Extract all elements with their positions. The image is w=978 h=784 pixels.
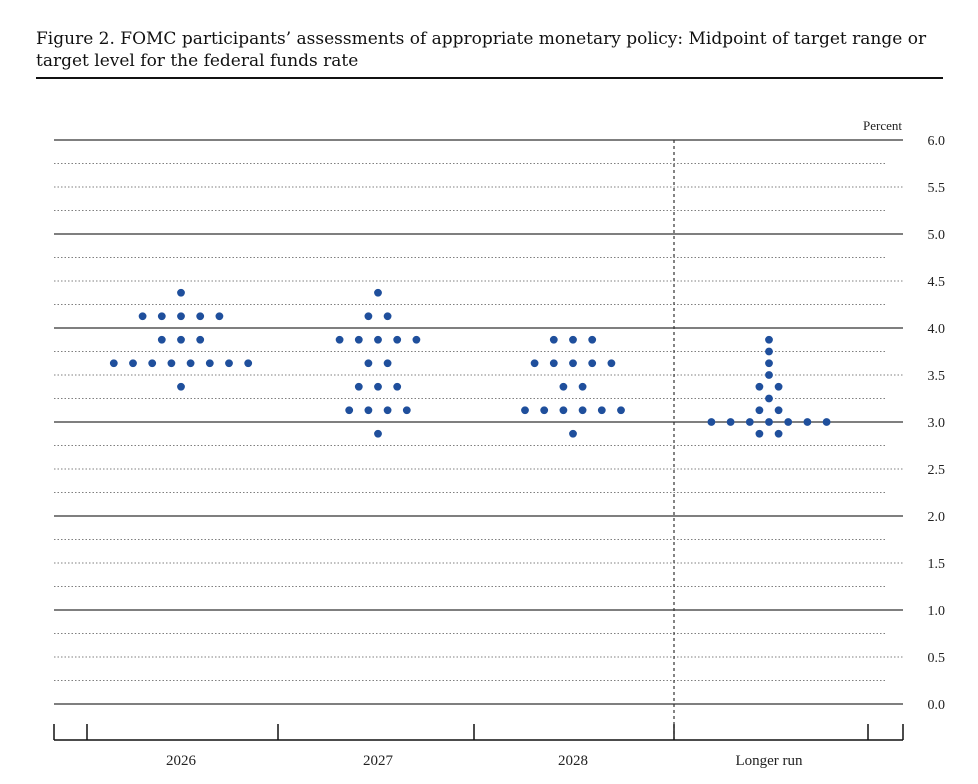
dot-2026 <box>129 359 137 368</box>
dot-2028 <box>549 359 558 368</box>
dot-longer-run <box>745 418 754 426</box>
y-tick-label: 0.0 <box>928 698 946 713</box>
dot-longer-run <box>774 406 783 415</box>
y-tick-label: 3.5 <box>928 369 946 384</box>
dot-2026 <box>157 312 166 321</box>
dot-2026 <box>177 335 185 344</box>
y-tick-label: 1.5 <box>928 557 946 572</box>
dot-2028 <box>559 406 568 415</box>
dot-2028 <box>578 382 587 391</box>
axes <box>53 140 904 741</box>
dot-2026 <box>215 312 224 321</box>
dot-longer-run <box>765 359 773 368</box>
dot-longer-run <box>707 418 716 426</box>
dot-2027 <box>364 359 373 368</box>
dot-2027 <box>383 312 392 321</box>
dot-2027 <box>393 382 402 391</box>
dot-2027 <box>374 429 382 438</box>
dot-2028 <box>569 429 577 438</box>
y-tick-label: 5.0 <box>928 228 946 243</box>
dot-longer-run <box>726 418 735 426</box>
dot-2027 <box>364 312 373 321</box>
y-tick-label: 4.5 <box>928 275 946 290</box>
dot-longer-run <box>822 418 831 426</box>
dot-2028 <box>559 382 568 391</box>
dot-2028 <box>588 335 597 344</box>
dot-2027 <box>354 382 363 391</box>
dot-2026 <box>177 312 185 321</box>
dot-longer-run <box>774 382 783 391</box>
figure-title: Figure 2. FOMC participants’ assessments… <box>36 29 927 71</box>
y-tick-label: 1.0 <box>928 604 946 619</box>
dot-longer-run <box>784 418 793 426</box>
dot-2027 <box>364 406 373 415</box>
dot-2027 <box>345 406 354 415</box>
dot-2027 <box>402 406 411 415</box>
y-tick-label: 5.5 <box>928 181 946 196</box>
dot-2027 <box>354 335 363 344</box>
dot-2028 <box>521 406 529 415</box>
dot-longer-run <box>765 371 773 379</box>
dot-2028 <box>569 359 577 368</box>
dot-2028 <box>607 359 616 368</box>
dot-2026 <box>157 335 166 344</box>
dot-2026 <box>205 359 214 368</box>
data-dots <box>109 288 831 438</box>
dot-2028 <box>569 335 577 344</box>
y-tick-label: 2.5 <box>928 463 946 478</box>
y-tick-label: 4.0 <box>928 322 946 337</box>
dot-2028 <box>540 406 549 415</box>
dot-longer-run <box>755 429 764 438</box>
x-category-labels: 2026 2027 2028 Longer run <box>166 753 803 769</box>
dot-2026 <box>196 335 205 344</box>
dot-2027 <box>374 335 382 344</box>
dot-2028 <box>588 359 597 368</box>
dot-longer-run <box>803 418 812 426</box>
y-axis-unit-label: Percent <box>863 118 902 133</box>
x-category-label: 2028 <box>558 753 588 769</box>
dot-2027 <box>335 335 344 344</box>
x-category-label: 2027 <box>363 753 394 769</box>
dot-2026 <box>186 359 195 368</box>
dot-2026 <box>177 382 185 391</box>
dot-2026 <box>148 359 157 368</box>
dot-2026 <box>109 359 118 368</box>
dot-2027 <box>374 382 382 391</box>
dot-2026 <box>177 288 185 297</box>
dot-2028 <box>597 406 606 415</box>
dot-longer-run <box>755 382 764 391</box>
dot-2028 <box>549 335 558 344</box>
dot-2027 <box>374 288 382 297</box>
dot-2026 <box>138 312 147 321</box>
dot-longer-run <box>765 394 773 403</box>
dot-2028 <box>530 359 539 368</box>
y-tick-label: 3.0 <box>928 416 946 431</box>
y-tick-label: 2.0 <box>928 510 946 525</box>
grid-lines <box>54 139 903 705</box>
y-tick-label: 6.0 <box>928 134 946 149</box>
dot-2027 <box>393 335 402 344</box>
dot-longer-run <box>765 418 773 426</box>
x-category-label: 2026 <box>166 753 197 769</box>
y-tick-labels: 0.0 0.5 1.0 1.5 2.0 2.5 3.0 3.5 4.0 4.5 5.0 5.5 6.0 <box>928 134 946 713</box>
x-category-label: Longer run <box>735 753 803 769</box>
dot-longer-run <box>755 406 764 415</box>
dot-2026 <box>196 312 205 321</box>
dot-2028 <box>617 406 625 415</box>
dot-2028 <box>578 406 587 415</box>
dot-longer-run <box>774 429 783 438</box>
dot-2027 <box>383 406 392 415</box>
dot-2027 <box>383 359 392 368</box>
dot-longer-run <box>765 335 773 344</box>
dot-2026 <box>167 359 176 368</box>
title-rule <box>36 77 943 79</box>
dot-longer-run <box>765 347 773 356</box>
dot-2026 <box>244 359 253 368</box>
dot-2027 <box>412 335 421 344</box>
y-tick-label: 0.5 <box>928 651 946 666</box>
dot-2026 <box>225 359 233 368</box>
